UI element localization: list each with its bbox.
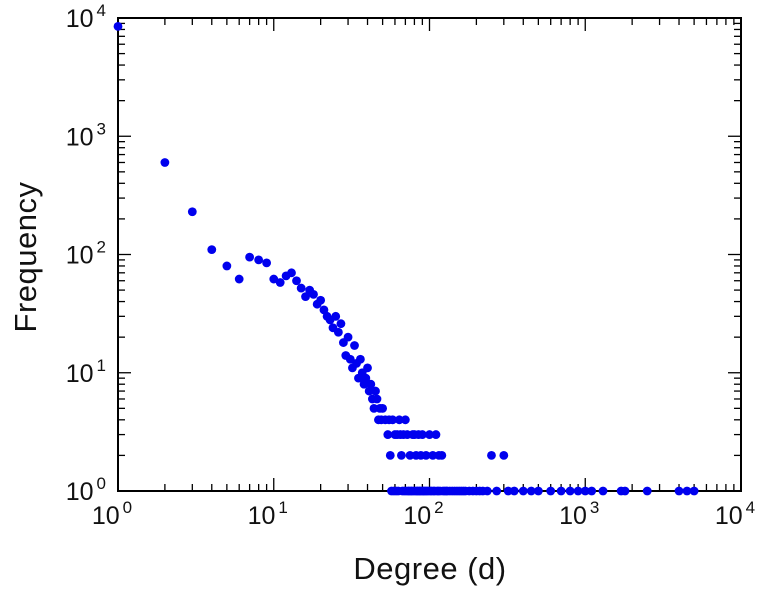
tick-label: 10 0 <box>66 474 106 506</box>
tick-label: 10 4 <box>715 498 755 530</box>
x-axis-title: Degree (d) <box>353 551 507 586</box>
tick-label: 10 2 <box>403 498 443 530</box>
tick-label: 10 0 <box>92 498 132 530</box>
tick-label: 10 1 <box>66 356 106 388</box>
tick-label: 10 3 <box>66 119 106 151</box>
y-axis-title: Frequency <box>8 181 43 333</box>
tick-label: 10 2 <box>66 238 106 270</box>
scatter-points <box>113 21 699 496</box>
tick-label: 10 3 <box>559 498 599 530</box>
tick-label: 10 4 <box>66 1 106 33</box>
tick-label: 10 1 <box>248 498 288 530</box>
